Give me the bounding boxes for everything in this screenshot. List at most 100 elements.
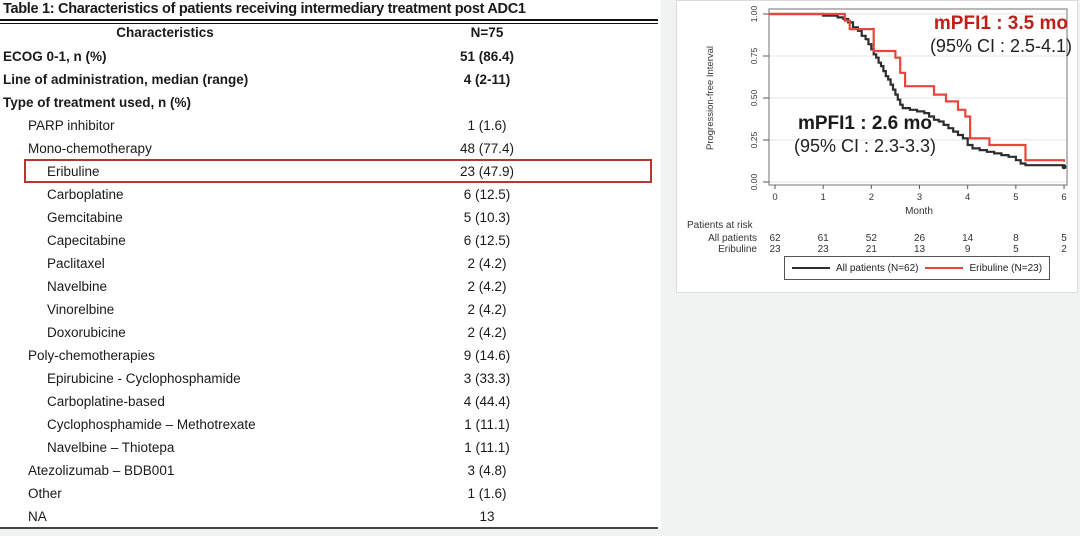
table-row: Paclitaxel 2 (4.2)	[0, 252, 661, 275]
all-patients-curve-end-marker	[1061, 164, 1067, 170]
table-row: Other 1 (1.6)	[0, 482, 661, 505]
column-header-characteristics: Characteristics	[116, 25, 214, 40]
row-value: 23 (47.9)	[459, 164, 515, 179]
row-value: 2 (4.2)	[467, 279, 507, 294]
row-value: 51 (86.4)	[459, 49, 515, 64]
y-tick-label: 0.50	[749, 89, 759, 106]
y-tick-label: 0.75	[749, 47, 759, 64]
risk-count: 9	[964, 244, 971, 255]
legend-label-eribuline: Eribuline (N=23)	[969, 262, 1043, 274]
risk-table-title: Patients at risk	[687, 220, 753, 231]
row-label: Carboplatine-based	[47, 394, 165, 409]
risk-count: 14	[962, 233, 974, 244]
table-row: Eribuline 23 (47.9)	[0, 159, 661, 183]
risk-count: 21	[865, 244, 877, 255]
risk-row-label-all-patients: All patients	[708, 233, 757, 244]
table-header-row: Characteristics N=75	[0, 25, 661, 45]
table-row: ECOG 0-1, n (%) 51 (86.4)	[0, 45, 661, 68]
risk-row-label-eribuline: Eribuline	[718, 244, 757, 255]
table-row: Capecitabine 6 (12.5)	[0, 229, 661, 252]
risk-count: 26	[913, 233, 926, 244]
column-header-n: N=75	[470, 25, 504, 40]
row-value: 9 (14.6)	[463, 348, 511, 363]
row-value: 1 (11.1)	[464, 440, 510, 455]
row-label: Type of treatment used, n (%)	[3, 95, 192, 110]
row-value: 4 (2-11)	[463, 72, 511, 87]
eribuline-curve	[769, 12, 1066, 162]
table-row: Doxorubicine 2 (4.2)	[0, 321, 661, 344]
legend-item-all-patients: All patients (N=62)	[791, 262, 919, 274]
row-label: Other	[28, 486, 62, 501]
table-row: Carboplatine-based 4 (44.4)	[0, 390, 661, 413]
risk-count: 5	[1013, 244, 1019, 255]
row-label: Poly-chemotherapies	[28, 348, 155, 363]
risk-count: 5	[1061, 233, 1067, 244]
y-tick-label: 0.25	[749, 131, 759, 148]
table-row: Type of treatment used, n (%)	[0, 91, 661, 114]
row-value: 3 (4.8)	[467, 463, 507, 478]
annotation-eribuline-ci: (95% CI : 2.5-4.1)	[929, 36, 1072, 56]
row-label: Atezolizumab – BDB001	[28, 463, 175, 478]
y-axis-label: Progression-free Interval	[705, 46, 716, 150]
plot-frame	[768, 8, 1068, 186]
row-label: Eribuline	[47, 164, 100, 179]
table-row: Mono-chemotherapy 48 (77.4)	[0, 137, 661, 160]
row-label: Cyclophosphamide – Methotrexate	[47, 417, 256, 432]
table-title: Table 1: Characteristics of patients rec…	[3, 1, 526, 17]
row-label: Capecitabine	[47, 233, 126, 248]
row-value: 1 (1.6)	[467, 118, 507, 133]
legend-line-sample-black	[791, 267, 830, 269]
x-axis-label: Month	[905, 206, 933, 217]
table-row: NA 13	[0, 505, 661, 528]
row-value: 13	[479, 509, 495, 524]
table-row: Carboplatine 6 (12.5)	[0, 183, 661, 206]
annotation-all-patients-ci: (95% CI : 2.3-3.3)	[793, 136, 937, 156]
row-label: ECOG 0-1, n (%)	[3, 49, 107, 64]
row-value: 3 (33.3)	[463, 371, 511, 386]
patient-characteristics-table: Table 1: Characteristics of patients rec…	[0, 0, 661, 529]
table-row: Navelbine – Thiotepa 1 (11.1)	[0, 436, 661, 459]
row-value: 1 (1.6)	[467, 486, 507, 501]
row-label: Doxorubicine	[47, 325, 126, 340]
x-tick-label: 2	[869, 192, 874, 203]
all-patients-curve	[769, 12, 1066, 167]
x-tick-label: 4	[965, 192, 970, 203]
x-tick-label: 6	[1061, 192, 1066, 203]
risk-count: 8	[1013, 233, 1019, 244]
risk-count: 52	[865, 233, 877, 244]
legend-label-all-patients: All patients (N=62)	[835, 262, 919, 274]
risk-count: 13	[913, 244, 926, 255]
chart-legend: All patients (N=62) Eribuline (N=23)	[784, 256, 1050, 280]
km-figure-panel: 0.00 0.25 0.50 0.75 1.00 0 1 2 3 4 5 6 Progression-f…	[676, 0, 1078, 293]
table-body: ECOG 0-1, n (%) 51 (86.4) Line of administ…	[0, 45, 661, 528]
row-label: Paclitaxel	[47, 256, 105, 271]
row-value: 2 (4.2)	[467, 325, 507, 340]
row-label: Gemcitabine	[47, 210, 123, 225]
risk-count: 23	[817, 244, 829, 255]
row-label: Mono-chemotherapy	[28, 141, 152, 156]
row-value: 2 (4.2)	[467, 256, 507, 271]
row-value: 48 (77.4)	[459, 141, 515, 156]
annotation-eribuline-median: mPFI1 : 3.5 mo (95% CI : 2.5-4.1)	[930, 12, 1072, 58]
row-label: Vinorelbine	[47, 302, 115, 317]
row-label: Navelbine – Thiotepa	[47, 440, 175, 455]
table-title-rule	[0, 19, 658, 24]
row-value: 4 (44.4)	[463, 394, 511, 409]
table-row: Epirubicine - Cyclophosphamide 3 (33.3)	[0, 367, 661, 390]
row-label: Epirubicine - Cyclophosphamide	[47, 371, 241, 386]
row-label: Navelbine	[47, 279, 108, 294]
y-tick-label: 0.00	[749, 173, 759, 190]
x-tick-label: 5	[1013, 192, 1018, 203]
row-label: PARP inhibitor	[28, 118, 115, 133]
risk-count: 61	[817, 233, 829, 244]
x-tick-label: 3	[917, 192, 922, 203]
table-row: Atezolizumab – BDB001 3 (4.8)	[0, 459, 661, 482]
row-value: 2 (4.2)	[467, 302, 507, 317]
annotation-eribuline-mpfi: mPFI1 : 3.5 mo	[933, 13, 1069, 34]
row-value: 1 (11.1)	[464, 417, 510, 432]
legend-item-eribuline: Eribuline (N=23)	[925, 263, 1042, 274]
table-row: Cyclophosphamide – Methotrexate 1 (11.1)	[0, 413, 661, 436]
row-label: Carboplatine	[47, 187, 124, 202]
x-tick-label: 0	[772, 192, 777, 203]
